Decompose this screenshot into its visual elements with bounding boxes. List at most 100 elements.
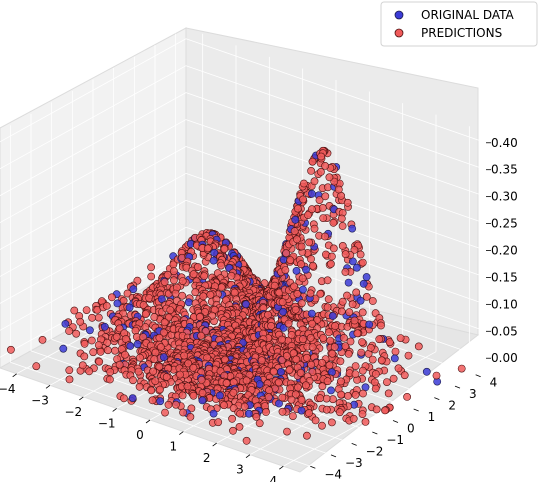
point-prediction <box>321 232 329 241</box>
point-original-data <box>244 409 253 418</box>
point-prediction <box>189 391 198 400</box>
x-tick-label: 1 <box>170 440 178 454</box>
point-prediction <box>229 426 237 435</box>
point-prediction <box>344 391 352 400</box>
point-prediction <box>80 339 89 348</box>
x-tick-label: −1 <box>98 416 116 430</box>
point-prediction <box>95 357 104 366</box>
z-tick-label: 0.25 <box>491 217 518 231</box>
point-prediction <box>278 407 287 416</box>
point-prediction <box>366 343 375 352</box>
point-prediction <box>38 335 47 344</box>
point-original-data <box>126 342 135 350</box>
point-prediction <box>166 306 175 314</box>
y-tick-mark <box>392 420 399 423</box>
point-prediction <box>321 192 330 201</box>
axis-ticks <box>12 142 491 470</box>
point-prediction <box>414 342 423 351</box>
point-original-data <box>279 307 287 316</box>
point-prediction <box>308 343 317 351</box>
point-prediction <box>162 373 171 381</box>
point-prediction <box>121 350 129 359</box>
z-tick-label: 0.15 <box>491 270 518 284</box>
point-prediction <box>164 400 173 409</box>
point-original-data <box>133 340 142 349</box>
point-prediction <box>278 393 287 402</box>
point-prediction <box>230 288 239 297</box>
point-prediction <box>283 351 291 360</box>
point-prediction <box>318 421 326 430</box>
point-prediction <box>242 436 251 445</box>
point-prediction <box>400 371 409 380</box>
point-prediction <box>76 317 85 326</box>
point-prediction <box>240 402 249 411</box>
point-prediction <box>189 363 198 372</box>
point-original-data <box>352 263 361 272</box>
point-prediction <box>292 235 301 244</box>
point-prediction <box>270 281 279 290</box>
point-prediction <box>306 289 315 298</box>
point-prediction <box>65 366 74 375</box>
point-prediction <box>220 401 228 410</box>
point-prediction <box>198 389 207 397</box>
point-prediction <box>358 308 367 317</box>
point-prediction <box>331 322 339 330</box>
point-prediction <box>308 319 316 328</box>
point-prediction <box>285 366 294 374</box>
point-prediction <box>325 173 334 182</box>
point-prediction <box>358 258 367 267</box>
grid-line-y <box>10 361 311 467</box>
point-prediction <box>78 361 87 370</box>
point-prediction <box>316 394 324 403</box>
y-tick-mark <box>475 374 481 378</box>
point-prediction <box>129 376 137 385</box>
point-prediction <box>180 351 189 360</box>
point-prediction <box>147 263 155 272</box>
point-original-data <box>157 295 166 303</box>
point-prediction <box>169 267 178 276</box>
point-original-data <box>422 367 431 376</box>
point-prediction <box>291 305 300 314</box>
x-tick-mark <box>79 396 84 401</box>
point-prediction <box>343 291 351 300</box>
point-prediction <box>306 333 315 342</box>
point-prediction <box>264 393 273 402</box>
point-original-data <box>307 309 316 318</box>
point-original-data <box>365 320 374 329</box>
point-prediction <box>298 274 307 283</box>
point-prediction <box>222 379 231 387</box>
point-original-data <box>209 409 218 418</box>
z-tick-label: 0.30 <box>491 190 518 204</box>
z-tick-label: 0.20 <box>491 244 518 258</box>
grid-line-z-left <box>0 38 187 143</box>
point-prediction <box>199 292 208 301</box>
point-prediction <box>104 346 112 355</box>
x-tick-label: −4 <box>0 382 16 396</box>
point-original-data <box>61 319 70 328</box>
point-prediction <box>291 390 300 399</box>
point-prediction <box>319 334 328 342</box>
point-prediction <box>324 295 333 304</box>
point-prediction <box>385 338 394 347</box>
point-prediction <box>147 272 156 281</box>
x-tick-mark <box>45 385 51 389</box>
x-tick-label: 2 <box>203 451 211 465</box>
point-original-data <box>292 266 301 275</box>
point-prediction <box>307 205 316 214</box>
x-tick-mark <box>179 431 184 435</box>
point-prediction <box>296 368 305 377</box>
point-prediction <box>293 289 302 298</box>
point-prediction <box>195 313 204 321</box>
point-prediction <box>305 238 313 247</box>
point-prediction <box>96 347 105 356</box>
y-tick-mark <box>372 431 378 435</box>
point-prediction <box>327 252 336 261</box>
point-prediction <box>307 360 316 369</box>
point-prediction <box>87 336 96 345</box>
point-prediction <box>102 301 111 310</box>
x-tick-mark <box>145 419 151 424</box>
point-prediction <box>242 376 251 385</box>
point-prediction <box>321 161 329 170</box>
point-prediction <box>302 431 311 440</box>
point-prediction <box>337 307 346 316</box>
